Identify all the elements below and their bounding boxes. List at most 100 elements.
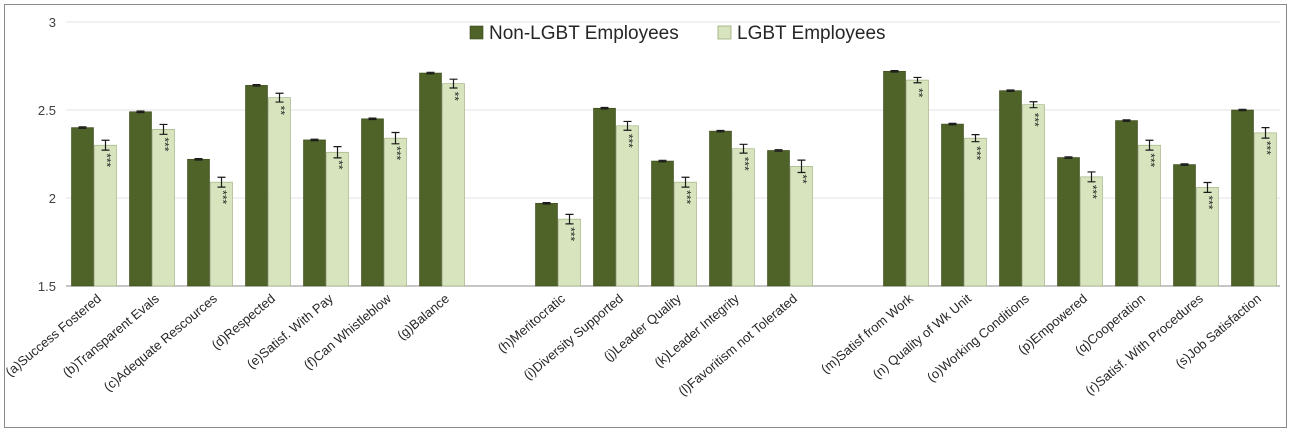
error-bar-lgbt-12 [913, 76, 922, 84]
significance-label-12: ** [911, 88, 925, 98]
category-label-11: (l)Favoritism not Tolerated [675, 291, 800, 399]
significance-label-7: *** [563, 227, 577, 241]
significance-label-2: *** [215, 190, 229, 204]
error-bar-nonlgbt-3 [252, 84, 261, 87]
error-bar-lgbt-18 [1261, 127, 1270, 139]
error-bar-nonlgbt-5 [368, 117, 377, 121]
error-bar-lgbt-3 [275, 92, 284, 103]
bar-lgbt-1 [152, 129, 175, 287]
category-label-1: (b)Transparent Evals [60, 290, 163, 380]
bar-nonlgbt-5 [361, 118, 384, 287]
category-label-12: (m)Satisf from Work [818, 290, 916, 376]
error-bar-nonlgbt-10 [716, 129, 725, 133]
significance-label-11: ** [795, 174, 809, 184]
significance-label-9: *** [679, 190, 693, 204]
bar-nonlgbt-12 [883, 70, 906, 287]
error-bar-lgbt-8 [623, 120, 632, 131]
category-label-0: (a)Success Fostered [2, 291, 104, 380]
bar-lgbt-12 [906, 79, 929, 287]
category-label-6: (g)Balance [394, 291, 452, 343]
error-bar-nonlgbt-18 [1238, 108, 1247, 112]
error-bar-lgbt-6 [449, 78, 458, 89]
category-label-2: (c)Adequate Rescources [101, 290, 221, 394]
significance-label-10: *** [737, 157, 751, 171]
bar-lgbt-18 [1254, 132, 1277, 287]
error-bar-nonlgbt-15 [1064, 156, 1073, 159]
bar-lgbt-3 [268, 97, 291, 287]
bar-nonlgbt-3 [245, 85, 268, 287]
y-tick-label-3: 3 [49, 15, 56, 30]
category-label-13: (n) Quality of Wk Unit [870, 291, 975, 382]
error-bar-nonlgbt-16 [1122, 119, 1131, 122]
category-label-8: (i)Diversity Supported [521, 291, 626, 383]
y-tick-label-1.5: 1.5 [38, 279, 56, 294]
bar-nonlgbt-9 [651, 160, 674, 287]
error-bar-lgbt-5 [391, 131, 400, 145]
bar-nonlgbt-18 [1231, 109, 1254, 287]
error-bar-nonlgbt-6 [426, 71, 435, 75]
error-bar-lgbt-0 [101, 139, 110, 151]
bar-nonlgbt-4 [303, 139, 326, 287]
bar-nonlgbt-8 [593, 107, 616, 287]
significance-label-3: ** [273, 106, 287, 116]
significance-label-14: *** [1027, 113, 1041, 127]
significance-label-1: *** [157, 137, 171, 151]
error-bar-nonlgbt-13 [948, 122, 957, 126]
bar-lgbt-11 [790, 166, 813, 287]
error-bar-lgbt-10 [739, 143, 748, 154]
error-bar-nonlgbt-11 [774, 149, 783, 152]
error-bar-nonlgbt-9 [658, 159, 667, 163]
significance-label-13: *** [969, 146, 983, 160]
significance-label-5: *** [389, 146, 403, 160]
bar-lgbt-8 [616, 125, 639, 287]
bar-lgbt-4 [326, 151, 349, 287]
significance-label-6: ** [447, 92, 461, 102]
significance-label-8: *** [621, 134, 635, 148]
bar-nonlgbt-13 [941, 123, 964, 287]
category-label-14: (o)Working Conditions [924, 290, 1032, 384]
legend-swatch-lgbt [717, 25, 732, 40]
error-bar-lgbt-2 [217, 176, 226, 188]
bar-nonlgbt-10 [709, 130, 732, 287]
bar-nonlgbt-14 [999, 90, 1022, 287]
significance-label-18: *** [1259, 141, 1273, 155]
significance-label-15: *** [1085, 185, 1099, 199]
bar-lgbt-5 [384, 137, 407, 287]
bar-lgbt-14 [1022, 104, 1045, 287]
error-bar-nonlgbt-4 [310, 138, 319, 142]
error-bar-nonlgbt-8 [600, 106, 609, 110]
error-bar-lgbt-7 [565, 213, 574, 225]
bar-nonlgbt-7 [535, 202, 558, 287]
bar-nonlgbt-17 [1173, 164, 1196, 287]
error-bar-lgbt-4 [333, 146, 342, 159]
error-bar-nonlgbt-14 [1006, 89, 1015, 92]
error-bar-nonlgbt-1 [136, 110, 145, 114]
category-label-17: (r)Satisf. With Procedures [1082, 290, 1206, 397]
legend-label-lgbt: LGBT Employees [737, 23, 886, 44]
bar-nonlgbt-0 [71, 127, 94, 287]
error-bar-nonlgbt-7 [542, 201, 551, 205]
legend-label-nonlgbt: Non-LGBT Employees [489, 23, 679, 44]
y-tick-label-2.5: 2.5 [38, 103, 56, 118]
bar-lgbt-13 [964, 137, 987, 287]
significance-label-16: *** [1143, 153, 1157, 167]
significance-label-4: ** [331, 160, 345, 170]
error-bar-nonlgbt-0 [78, 126, 87, 129]
chart-frame [4, 4, 1287, 428]
significance-label-0: *** [99, 153, 113, 167]
bar-nonlgbt-1 [129, 111, 152, 287]
error-bar-lgbt-9 [681, 176, 690, 188]
significance-label-17: *** [1201, 195, 1215, 209]
error-bar-nonlgbt-17 [1180, 163, 1189, 166]
bar-nonlgbt-15 [1057, 157, 1080, 287]
bar-nonlgbt-6 [419, 72, 442, 287]
bar-nonlgbt-16 [1115, 120, 1138, 287]
error-bar-lgbt-15 [1087, 171, 1096, 183]
bar-nonlgbt-11 [767, 150, 790, 287]
bar-lgbt-6 [442, 83, 465, 287]
error-bar-lgbt-14 [1029, 101, 1038, 109]
error-bar-lgbt-1 [159, 123, 168, 135]
error-bar-nonlgbt-12 [890, 69, 899, 73]
legend-swatch-nonlgbt [469, 25, 484, 40]
